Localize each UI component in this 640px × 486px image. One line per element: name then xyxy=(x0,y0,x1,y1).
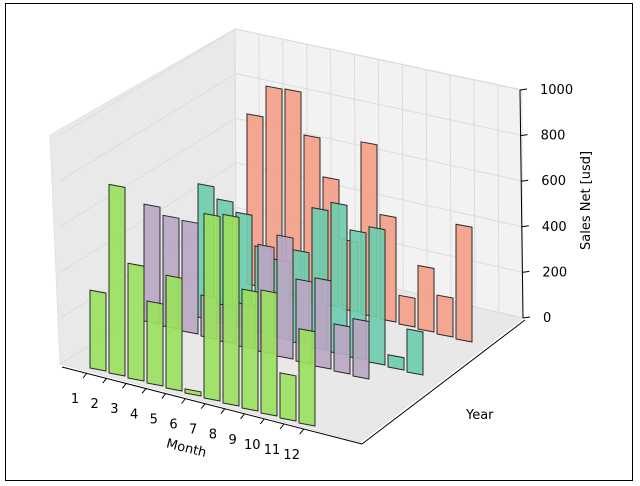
x-tick-label: 2 xyxy=(91,397,99,412)
z-tick xyxy=(522,316,531,319)
z-axis-label: Sales Net [usd] xyxy=(579,151,594,250)
bar-4-month-6 xyxy=(184,388,202,397)
x-tick xyxy=(141,387,147,394)
z-tick-label: 600 xyxy=(541,174,566,189)
bar-4-month-2 xyxy=(108,183,126,377)
axes xyxy=(61,89,526,445)
bar-3-month-12 xyxy=(352,317,370,380)
z-tick-label: 1000 xyxy=(540,83,573,98)
gridline xyxy=(497,85,500,313)
bar-3-month-3 xyxy=(181,219,199,335)
x-axis-line xyxy=(61,366,363,445)
bar-series-4 xyxy=(89,183,316,427)
gridline xyxy=(401,64,404,291)
z-tick xyxy=(520,134,528,137)
z-tick-label: 400 xyxy=(542,220,567,235)
gridline xyxy=(59,117,237,228)
x-tick xyxy=(122,382,127,389)
y-axis-line xyxy=(361,319,526,445)
bar-4-month-3 xyxy=(127,262,145,382)
x-tick xyxy=(220,408,226,415)
bars-group xyxy=(89,85,473,427)
x-tick xyxy=(82,372,88,379)
x-tick xyxy=(259,418,265,425)
bar-3-month-8 xyxy=(276,234,294,360)
x-tick-label: 11 xyxy=(264,443,281,458)
x-axis-label: Month xyxy=(165,436,208,460)
gridline xyxy=(235,28,524,91)
x-tick-label: 4 xyxy=(130,407,138,422)
x-tick xyxy=(181,398,186,404)
bar-4-month-4 xyxy=(146,300,164,387)
x-tick-label: 10 xyxy=(244,438,261,453)
gridline xyxy=(449,74,452,302)
x-tick-label: 1 xyxy=(71,392,79,407)
x-tick xyxy=(102,377,108,384)
z-ticks: 0 200 400 600 800 1000 xyxy=(519,83,573,326)
gridline xyxy=(235,73,524,137)
x-tick xyxy=(161,393,167,399)
bar-2-month-10 xyxy=(368,226,386,366)
x-tick-label: 5 xyxy=(150,412,158,427)
figure-frame xyxy=(5,3,633,481)
z-tick xyxy=(521,225,529,228)
x-tick-label: 8 xyxy=(209,428,217,443)
bar-3-month-11 xyxy=(333,323,351,375)
bar-4-month-11 xyxy=(279,372,297,422)
bar-1-month-10 xyxy=(417,264,435,333)
x-tick-label: 6 xyxy=(169,418,177,433)
gridline xyxy=(59,28,237,136)
z-tick xyxy=(521,179,529,182)
x-tick xyxy=(279,423,285,430)
x-tick xyxy=(299,428,305,435)
bar-4-month-8 xyxy=(222,213,240,407)
x-ticks: 1 2 3 4 5 6 7 8 9 10 11 12 xyxy=(71,372,305,463)
z-axis-line xyxy=(519,89,524,319)
z-tick-label: 200 xyxy=(542,265,567,280)
x-tick xyxy=(240,413,245,420)
x-tick-label: 9 xyxy=(228,433,236,448)
z-tick-label: 0 xyxy=(543,311,551,326)
x-tick xyxy=(200,403,206,409)
gridline xyxy=(59,73,237,182)
bar-1-month-12 xyxy=(455,223,473,343)
z-tick xyxy=(519,88,528,91)
bar-4-month-5 xyxy=(165,274,183,392)
gridline xyxy=(235,117,524,182)
x-tick-label: 12 xyxy=(283,448,300,463)
bar-4-month-10 xyxy=(260,289,278,417)
bar-4-month-9 xyxy=(241,288,259,412)
z-tick xyxy=(522,270,530,273)
bar-1-month-9 xyxy=(398,294,416,328)
bar-4-month-7 xyxy=(203,212,221,402)
x-tick-label: 3 xyxy=(110,402,118,417)
y-axis-label: Year xyxy=(465,408,494,423)
z-tick-label: 800 xyxy=(541,129,566,144)
bar-2-month-12 xyxy=(406,328,424,376)
gridline xyxy=(473,79,476,308)
bar-4-month-1 xyxy=(89,289,107,372)
bar-4-month-12 xyxy=(298,328,316,427)
bar-3-month-10 xyxy=(314,277,332,370)
bar-1-month-11 xyxy=(436,294,454,338)
gridline xyxy=(425,69,428,297)
x-tick-label: 7 xyxy=(189,423,197,438)
gridline xyxy=(282,39,285,264)
bar-2-month-11 xyxy=(387,354,405,371)
